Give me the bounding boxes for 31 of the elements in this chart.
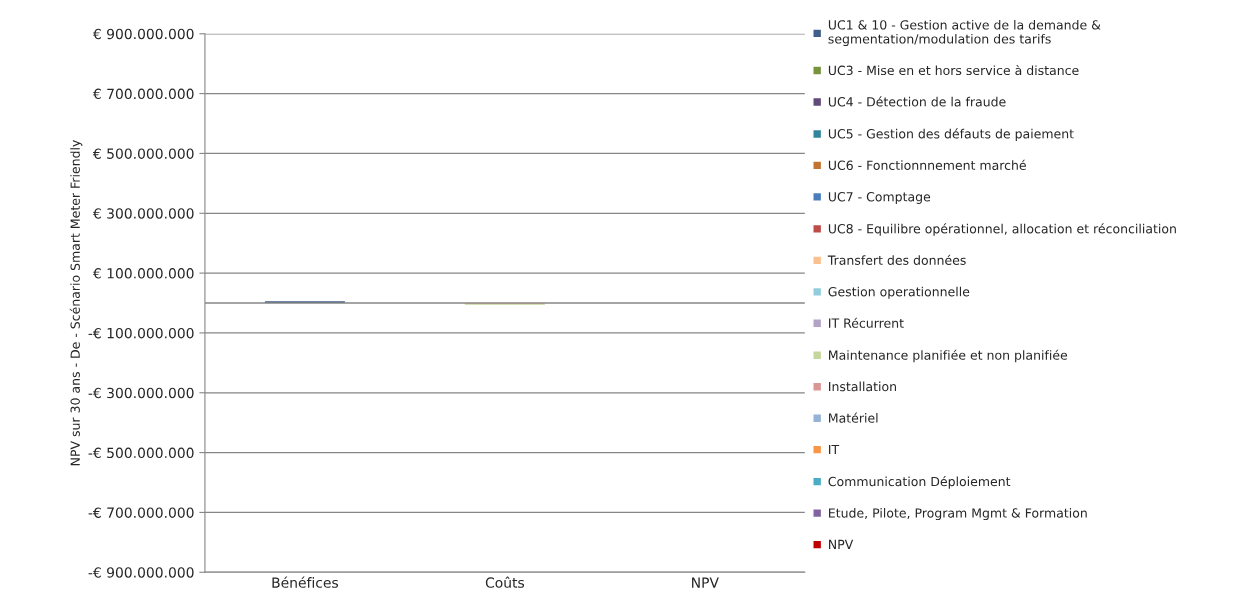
x-tick-label: Coûts [485,576,525,588]
legend-label: UC7 - Comptage [828,192,931,204]
y-tick-label: € 300.000.000 [92,208,194,219]
legend-label: UC6 - Fonctionnnement marché [828,159,1026,170]
legend-label: UC8 - Equilibre opérationnel, allocation et réconciliation [828,223,1176,236]
x-tick-label: Bénéfices [272,576,339,588]
legend-label: Maintenance planifiée et non planifiée [829,349,1068,363]
legend-label: Etude, Pilote, Program Mgmt & Formation [829,508,1087,521]
y-tick-label: € 700.000.000 [92,88,194,100]
x-tick-label: NPV [692,577,719,588]
legend-label: UC5 - Gestion des défauts de paiement [828,128,1074,141]
y-tick-label: € 900.000.000 [92,28,194,40]
legend-label: NPV [829,539,854,549]
legend-label: UC1 & 10 - Gestion active de la demande & segmentation/modulation des tarifs [828,19,1101,47]
legend-label: Installation [829,381,896,392]
legend-label: UC4 - Détection de la fraude [828,96,1006,107]
legend-label: UC3 - Mise en et hors service à distance [828,64,1079,76]
y-tick-label: -€ 900.000.000 [88,567,194,578]
legend-label: Matériel [829,412,878,423]
legend-label: IT Récurrent [829,317,904,328]
y-tick-label: -€ 500.000.000 [88,447,194,459]
y-axis-title: NPV sur 30 ans - De - Scénario Smart Meter Friendly [69,140,83,466]
legend-label: IT [829,444,840,455]
legend-label: Communication Déploiement [828,476,1011,489]
y-tick-label: € 100.000.000 [92,268,194,279]
y-tick-label: -€ 700.000.000 [88,507,194,518]
y-tick-label: € 500.000.000 [92,148,194,159]
y-tick-label: -€ 100.000.000 [88,327,194,339]
legend-label: Transfert des données [827,254,966,265]
legend-label: Gestion operationnelle [828,286,970,299]
y-tick-label: -€ 300.000.000 [88,387,194,399]
